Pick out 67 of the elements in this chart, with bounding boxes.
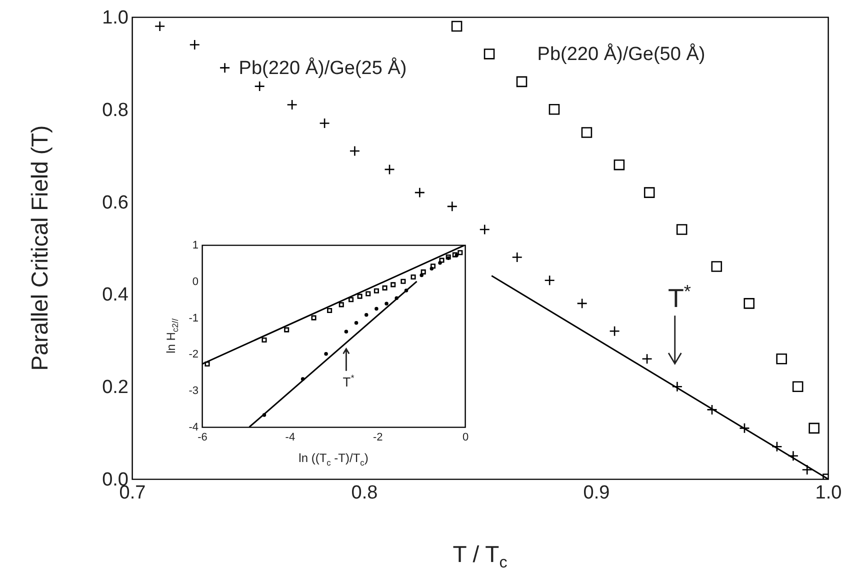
point (384, 302, 388, 306)
y-tick-label: -3 (188, 385, 198, 398)
point (327, 308, 332, 314)
y-tick-label: 0.4 (102, 284, 129, 306)
y-axis-title: Parallel Critical Field (T) (26, 125, 54, 371)
point (374, 288, 379, 294)
point (420, 273, 424, 278)
x-tick-label: -2 (372, 432, 383, 444)
point (439, 258, 444, 263)
y-tick-label: 0.2 (102, 377, 128, 398)
x-tick-label: 0.8 (351, 482, 378, 504)
y-tick-label: 1 (192, 240, 198, 252)
point (357, 294, 362, 299)
point (430, 264, 436, 269)
point (374, 306, 378, 311)
point (338, 302, 344, 308)
point (454, 253, 459, 258)
point (792, 381, 804, 392)
point (344, 330, 348, 334)
y-tick-label: 0.6 (102, 192, 128, 214)
point (364, 313, 368, 317)
point (644, 187, 655, 198)
point (204, 362, 210, 367)
y-tick-label: -4 (188, 422, 198, 434)
point (581, 127, 592, 138)
point (548, 104, 560, 115)
point (348, 297, 354, 302)
x-axis-title: T / T$_{c}$ (452, 541, 508, 573)
point (400, 278, 406, 284)
point (390, 282, 396, 288)
point (262, 337, 267, 343)
point (808, 422, 820, 434)
point (430, 266, 434, 271)
point (451, 20, 462, 32)
point (354, 321, 358, 325)
annotation: T$^{*}$ (342, 372, 354, 390)
point (366, 291, 371, 296)
point (410, 274, 416, 280)
series-label: Pb(220 Å)/Ge(25 Å) (238, 56, 407, 79)
point (676, 224, 688, 235)
x-axis-title: ln ((T$_{c}$ -T)/T$_{c}$) (298, 451, 368, 468)
point (284, 327, 290, 332)
point (311, 315, 316, 320)
point (438, 260, 442, 265)
y-tick-label: 0 (192, 276, 198, 288)
x-tick-label: 0.9 (583, 482, 610, 504)
y-tick-label: -1 (188, 312, 198, 324)
point (324, 352, 328, 356)
y-tick-label: -2 (188, 348, 198, 361)
point (452, 252, 458, 258)
x-tick-label: 0 (462, 432, 469, 444)
point (516, 76, 528, 88)
y-tick-label: 1.0 (102, 8, 128, 28)
point (744, 298, 755, 309)
point (776, 353, 787, 364)
point (614, 159, 625, 170)
x-tick-label: -4 (285, 432, 296, 444)
point (711, 261, 722, 272)
x-tick-label: 1.0 (815, 482, 842, 504)
annotation: T$^{*}$ (668, 280, 691, 314)
series-label: Pb(220 Å)/Ge(50 Å) (537, 42, 706, 65)
y-tick-label: 0.8 (102, 100, 128, 121)
point (420, 269, 426, 274)
x-tick-label: -6 (198, 432, 208, 444)
point (382, 285, 388, 290)
point (458, 250, 463, 256)
point (484, 48, 495, 60)
